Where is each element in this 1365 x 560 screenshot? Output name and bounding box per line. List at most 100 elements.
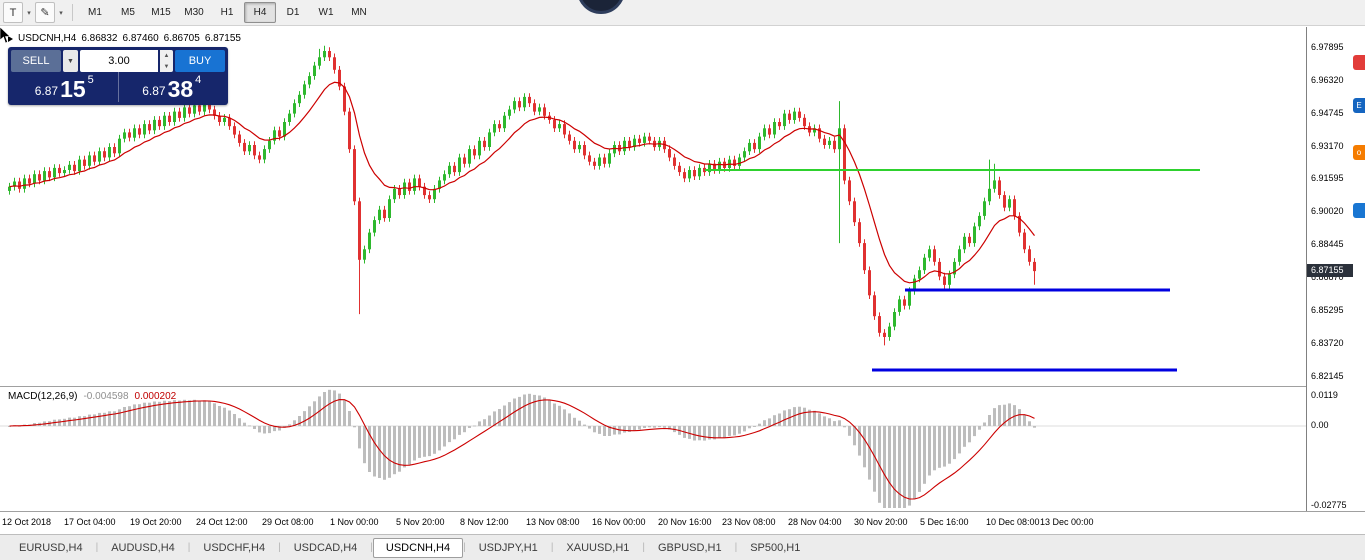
price-axis-label: 6.82145 <box>1311 370 1344 381</box>
timeframe-mn[interactable]: MN <box>351 7 367 18</box>
quote-close: 6.87155 <box>204 33 241 44</box>
price-axis-label: 6.94745 <box>1311 107 1344 118</box>
time-axis-label: 28 Nov 04:00 <box>788 517 842 527</box>
sell-price[interactable]: 6.87 15 5 <box>11 72 118 102</box>
sell-button[interactable]: SELL <box>11 50 61 72</box>
buy-price-small: 6.87 <box>142 84 166 98</box>
sell-price-big: 15 <box>60 76 86 103</box>
tab-sp500-h1[interactable]: SP500,H1 <box>750 541 801 554</box>
timeframe-w1[interactable]: W1 <box>318 7 334 18</box>
time-axis-label: 12 Oct 2018 <box>2 517 52 527</box>
macd-signal-line <box>9 399 1035 500</box>
buy-price-sup: 4 <box>195 74 202 86</box>
one-click-trade-panel: SELL ▼ 3.00 ▲ ▼ BUY 6.87 15 5 6.87 38 4 <box>8 47 228 105</box>
tab-usdchf-h4[interactable]: USDCHF,H4 <box>203 541 266 554</box>
time-axis-label: 13 Dec 00:00 <box>1040 517 1094 527</box>
price-axis-label: 6.93170 <box>1311 140 1344 151</box>
text-tool-button[interactable]: T <box>3 2 23 23</box>
tab-separator: | <box>734 542 738 553</box>
chart-marker-icon <box>8 35 13 42</box>
timeframe-buttons: M1 M5 M15 M30 H1 H4 D1 W1 MN <box>79 2 375 23</box>
tab-eurusd-h4[interactable]: EURUSD,H4 <box>19 541 83 554</box>
time-axis-label: 5 Dec 16:00 <box>920 517 969 527</box>
macd-axis-label: 0.00 <box>1311 420 1329 430</box>
quote-high: 6.87460 <box>122 33 159 44</box>
macd-axis-label: -0.02775 <box>1311 500 1347 510</box>
candles <box>8 45 1036 346</box>
moving-average-line <box>9 81 1035 284</box>
red-app-icon[interactable] <box>1353 55 1365 70</box>
orange-app-icon[interactable]: o <box>1353 145 1365 160</box>
tab-audusd-h4[interactable]: AUDUSD,H4 <box>111 541 175 554</box>
timeframe-m30[interactable]: M30 <box>184 7 204 18</box>
tab-separator: | <box>95 542 99 553</box>
volume-down-icon[interactable]: ▼ <box>163 63 170 70</box>
macd-signal-value: 0.000202 <box>134 391 177 402</box>
price-chart-svg[interactable] <box>0 27 1306 385</box>
macd-histogram-value: -0.004598 <box>83 391 129 402</box>
timeframe-h4[interactable]: H4 <box>244 2 276 23</box>
time-axis-label: 29 Oct 08:00 <box>262 517 314 527</box>
volume-dropdown-button[interactable]: ▼ <box>63 50 78 72</box>
time-axis-label: 8 Nov 12:00 <box>460 517 509 527</box>
time-axis-label: 30 Nov 20:00 <box>854 517 908 527</box>
time-axis-label: 17 Oct 04:00 <box>64 517 116 527</box>
timeframe-m1[interactable]: M1 <box>88 7 102 18</box>
blue-e-app-icon[interactable]: E <box>1353 98 1365 113</box>
price-axis-label: 6.96320 <box>1311 74 1344 85</box>
time-axis-label: 24 Oct 12:00 <box>196 517 248 527</box>
time-axis-label: 20 Nov 16:00 <box>658 517 712 527</box>
price-axis-label: 6.97895 <box>1311 41 1344 52</box>
price-axis-label: 6.90020 <box>1311 206 1344 217</box>
time-axis[interactable]: 12 Oct 2018 17 Oct 04:00 19 Oct 20:00 24 Oc… <box>0 511 1365 534</box>
buy-button[interactable]: BUY <box>175 50 225 72</box>
timeframe-m5[interactable]: M5 <box>121 7 135 18</box>
macd-axis-label: 0.0119 <box>1311 390 1338 400</box>
text-tool-dropdown-icon[interactable]: ▾ <box>27 9 31 17</box>
price-axis-label: 6.88445 <box>1311 239 1344 250</box>
tab-separator: | <box>187 542 191 553</box>
timeframe-m15[interactable]: M15 <box>151 7 171 18</box>
tab-separator: | <box>278 542 281 553</box>
tab-usdjpy-h1[interactable]: USDJPY,H1 <box>478 541 538 554</box>
buy-price-big: 38 <box>167 76 194 103</box>
sell-price-sup: 5 <box>87 74 94 86</box>
volume-up-icon[interactable]: ▲ <box>163 52 170 59</box>
top-toolbar: T ▾ ✎ ▾ M1 M5 M15 M30 H1 H4 D1 W1 MN <box>0 0 1365 26</box>
mouse-cursor-icon <box>0 27 11 44</box>
tab-usdcad-h4[interactable]: USDCAD,H4 <box>293 541 358 554</box>
volume-input[interactable]: 3.00 <box>80 50 158 72</box>
time-axis-label: 1 Nov 00:00 <box>330 517 379 527</box>
price-chart-area[interactable]: USDCNH,H4 6.86832 6.87460 6.86705 6.8715… <box>0 27 1306 385</box>
tab-gbpusd-h1[interactable]: GBPUSD,H1 <box>658 541 722 554</box>
macd-panel[interactable]: MACD(12,26,9) -0.004598 0.000202 <box>0 386 1306 510</box>
blue-doc-app-icon[interactable] <box>1353 203 1365 218</box>
timeframe-d1[interactable]: D1 <box>286 7 300 18</box>
sell-price-small: 6.87 <box>34 84 59 98</box>
chart-tab-bar: EURUSD,H4 | AUDUSD,H4 | USDCHF,H4 | USDCAD,H4 |… <box>0 534 1365 560</box>
tab-separator: | <box>642 542 645 553</box>
tab-usdcnh-h4[interactable]: USDCNH,H4 <box>372 537 464 558</box>
time-axis-label: 10 Dec 08:00 <box>986 517 1040 527</box>
tab-xauusd-h1[interactable]: XAUUSD,H1 <box>566 541 630 554</box>
price-axis[interactable]: 6.97895 6.96320 6.94745 6.93170 6.91595 6.900… <box>1306 27 1353 511</box>
tab-separator: | <box>370 542 373 553</box>
tab-separator: | <box>463 542 466 553</box>
time-axis-label: 16 Nov 00:00 <box>592 517 646 527</box>
price-axis-label: 6.85295 <box>1311 304 1344 315</box>
time-axis-label: 5 Nov 20:00 <box>396 517 445 527</box>
volume-spinner[interactable]: ▲ ▼ <box>160 50 173 72</box>
toolbar-separator <box>72 4 73 21</box>
tab-separator: | <box>550 542 554 553</box>
current-price-badge: 6.87155 <box>1307 264 1353 278</box>
time-axis-label: 13 Nov 08:00 <box>526 517 580 527</box>
timeframe-h1[interactable]: H1 <box>220 7 234 18</box>
quote-symbol: USDCNH,H4 <box>18 33 77 44</box>
price-axis-label: 6.83720 <box>1311 337 1344 348</box>
macd-svg[interactable] <box>0 387 1306 510</box>
time-axis-label: 23 Nov 08:00 <box>722 517 776 527</box>
buy-price[interactable]: 6.87 38 4 <box>117 72 226 103</box>
draw-tool-button[interactable]: ✎ <box>35 2 55 23</box>
draw-tool-dropdown-icon[interactable]: ▾ <box>59 9 63 17</box>
price-axis-label: 6.91595 <box>1311 173 1344 184</box>
